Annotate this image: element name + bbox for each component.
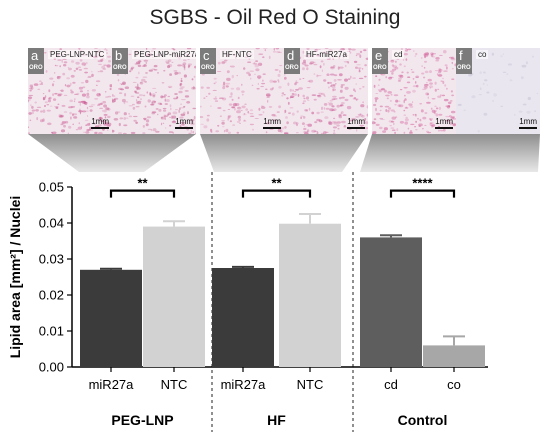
panel-connector — [200, 134, 368, 172]
micrograph-panel-c: c ORO HF-NTC 1mm — [200, 48, 284, 134]
x-tick-label: NTC — [297, 377, 324, 392]
scale-bar-label: 1mm — [435, 117, 453, 126]
micrograph-panel-b: b ORO PEG-LNP-miR27a 1mm — [112, 48, 196, 134]
x-tick-label: miR27a — [89, 377, 135, 392]
panel-letter-tag: f ORO — [456, 48, 472, 74]
group-label: PEG-LNP — [111, 412, 173, 428]
y-tick-label: 0.03 — [39, 252, 64, 267]
stain-tag: ORO — [201, 65, 215, 71]
scale-bar — [435, 127, 453, 129]
bar-ntc — [279, 223, 341, 367]
group-label: HF — [267, 412, 286, 428]
panel-letter: a — [31, 48, 39, 63]
y-tick-label: 0.02 — [39, 288, 64, 303]
scale-bar-label: 1mm — [263, 117, 281, 126]
micrograph-panel-f: f ORO co 1mm — [456, 48, 540, 134]
bar-mir27a — [80, 269, 142, 367]
bar-cd — [360, 237, 422, 367]
stain-tag: ORO — [457, 65, 471, 71]
figure-title: SGBS - Oil Red O Staining — [149, 6, 401, 29]
panel-connector — [28, 134, 196, 172]
y-tick-label: 0.01 — [39, 324, 64, 339]
micrograph-panel-a: a ORO PEG-LNP-NTC 1mm — [28, 48, 112, 134]
panel-condition-label: HF-NTC — [220, 50, 254, 59]
panel-letter: d — [287, 48, 295, 63]
x-tick-label: co — [447, 377, 461, 392]
group-label: Control — [398, 412, 448, 428]
micrograph-panel-d: d ORO HF-miR27a 1mm — [284, 48, 368, 134]
panel-condition-label: PEG-LNP-NTC — [48, 50, 107, 59]
panel-condition-label: PEG-LNP-miR27a — [132, 50, 196, 59]
y-tick-label: 0.04 — [39, 216, 64, 231]
significance-label: ** — [271, 176, 282, 191]
y-tick-label: 0.00 — [39, 360, 64, 375]
panel-condition-label: cd — [392, 50, 405, 59]
panel-condition-label: co — [476, 50, 489, 59]
scale-bar — [519, 127, 537, 129]
panel-letter: e — [375, 48, 383, 63]
y-axis-label: Lipid area [mm²] / Nuclei — [7, 196, 23, 359]
scale-bar-label: 1mm — [347, 117, 365, 126]
x-tick-label: miR27a — [221, 377, 267, 392]
panel-letter-tag: b ORO — [112, 48, 128, 74]
bar-ntc — [143, 226, 205, 367]
stain-tag: ORO — [373, 65, 387, 71]
micrograph-panel-e: e ORO cd 1mm — [372, 48, 456, 134]
scale-bar — [263, 127, 281, 129]
bar-mir27a — [212, 268, 274, 367]
significance-label: ** — [137, 176, 148, 191]
panel-letter-tag: a ORO — [28, 48, 44, 74]
scale-bar — [347, 127, 365, 129]
significance-bracket — [241, 189, 312, 198]
stain-texture — [28, 48, 112, 134]
x-tick-label: cd — [384, 377, 398, 392]
panel-letter-tag: d ORO — [284, 48, 300, 74]
scale-bar — [91, 127, 109, 129]
stain-tag: ORO — [113, 65, 127, 71]
panel-connector — [360, 134, 540, 172]
scale-bar-label: 1mm — [91, 117, 109, 126]
x-tick-label: NTC — [161, 377, 188, 392]
scale-bar-label: 1mm — [519, 117, 537, 126]
panel-letter-tag: c ORO — [200, 48, 216, 74]
panel-letter: f — [459, 48, 463, 63]
stain-tag: ORO — [29, 65, 43, 71]
stain-texture — [372, 48, 456, 134]
y-tick-label: 0.05 — [39, 180, 64, 195]
scale-bar-label: 1mm — [175, 117, 193, 126]
significance-label: **** — [412, 176, 433, 191]
stain-tag: ORO — [285, 65, 299, 71]
bar-co — [423, 345, 485, 367]
scale-bar — [175, 127, 193, 129]
panel-letter-tag: e ORO — [372, 48, 388, 74]
significance-bracket — [109, 189, 176, 198]
panel-condition-label: HF-miR27a — [304, 50, 349, 59]
panel-letter: c — [203, 48, 210, 63]
panel-letter: b — [115, 48, 123, 63]
significance-bracket — [389, 189, 456, 198]
